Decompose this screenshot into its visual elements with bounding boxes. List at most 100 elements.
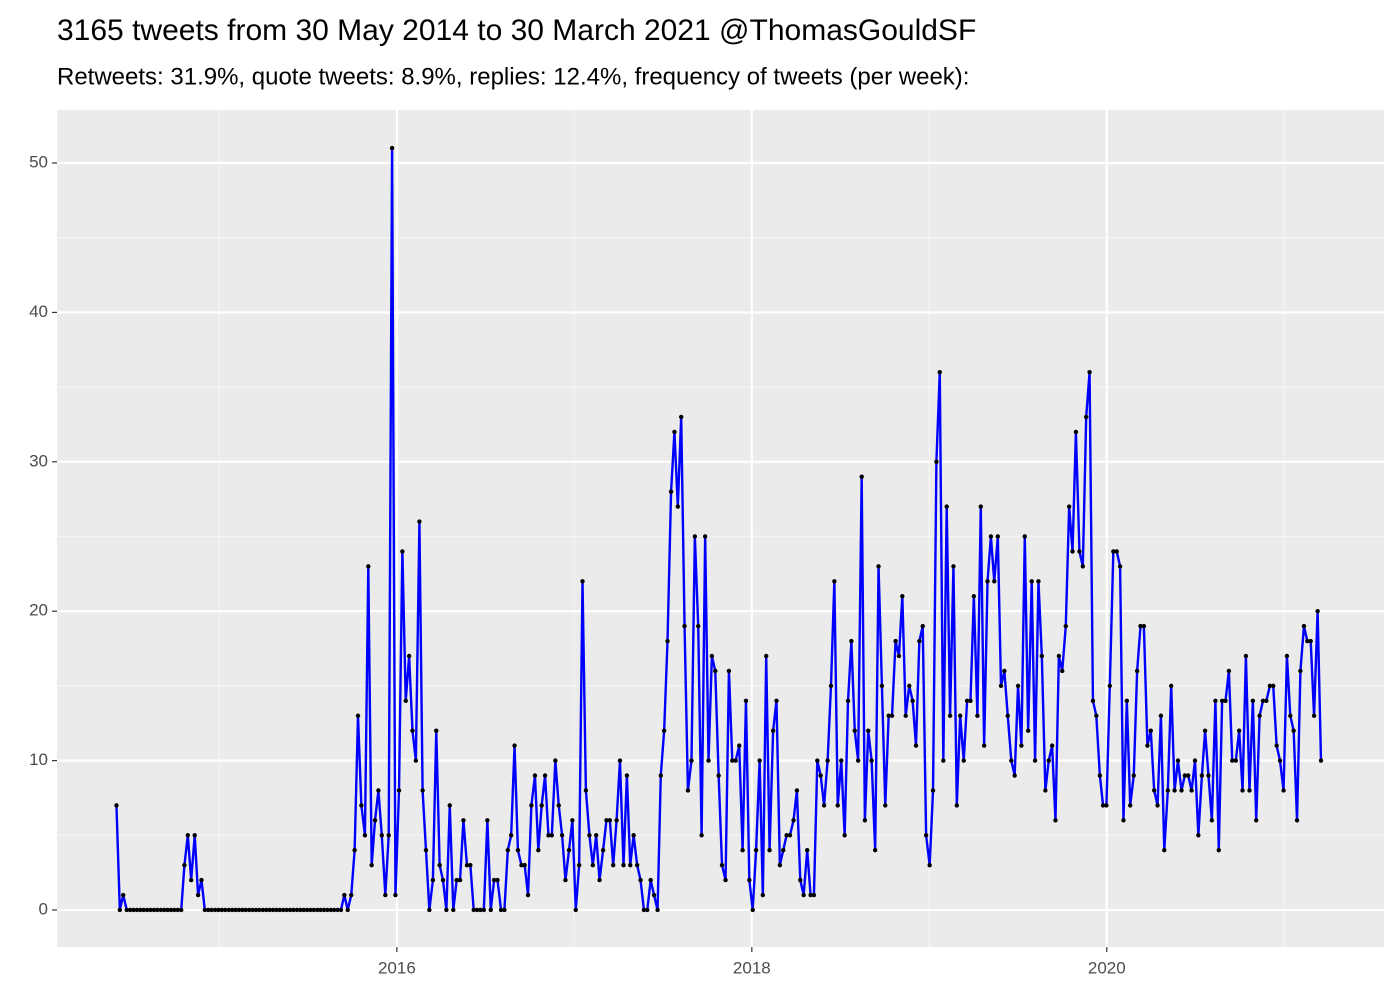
point xyxy=(648,877,653,883)
point xyxy=(849,638,854,644)
point xyxy=(808,892,813,898)
point xyxy=(750,907,755,913)
point xyxy=(1094,713,1099,718)
point xyxy=(559,833,565,838)
point xyxy=(947,713,953,718)
point xyxy=(274,907,279,913)
point xyxy=(740,847,745,853)
point xyxy=(332,907,337,913)
point xyxy=(1066,504,1072,509)
point xyxy=(981,743,987,748)
point xyxy=(1165,788,1171,793)
point xyxy=(175,907,180,913)
point xyxy=(1288,713,1293,718)
point xyxy=(216,907,221,913)
y-tick-label: 0 xyxy=(39,899,48,918)
point xyxy=(182,862,187,868)
point xyxy=(434,728,439,733)
point xyxy=(525,892,531,898)
point xyxy=(495,877,500,883)
point xyxy=(886,713,891,718)
point xyxy=(1315,608,1320,614)
point xyxy=(723,877,728,883)
point xyxy=(774,698,779,704)
point xyxy=(845,698,851,704)
point xyxy=(801,892,806,898)
point xyxy=(1209,818,1215,823)
point xyxy=(1100,803,1106,808)
point xyxy=(151,907,157,913)
point xyxy=(1134,668,1140,674)
point xyxy=(134,907,140,913)
point xyxy=(737,743,742,748)
point xyxy=(964,698,970,704)
point xyxy=(1308,638,1313,644)
point xyxy=(815,758,820,763)
point xyxy=(825,758,830,763)
point xyxy=(852,728,857,733)
point xyxy=(900,594,905,599)
point xyxy=(604,818,609,823)
point xyxy=(366,564,371,569)
point xyxy=(144,907,150,913)
point xyxy=(383,892,388,898)
point xyxy=(311,907,317,913)
point xyxy=(304,907,310,913)
point xyxy=(893,638,898,644)
point xyxy=(1267,683,1273,689)
point xyxy=(362,833,368,838)
point xyxy=(1056,653,1062,659)
point xyxy=(148,907,153,913)
point xyxy=(631,833,636,838)
point xyxy=(889,713,895,718)
point xyxy=(611,862,616,868)
point xyxy=(308,907,313,913)
point xyxy=(243,907,248,913)
point xyxy=(1264,698,1269,704)
point xyxy=(903,713,908,718)
point xyxy=(689,758,694,763)
point xyxy=(437,862,442,868)
point xyxy=(879,683,885,689)
point xyxy=(1073,429,1079,435)
point xyxy=(617,758,623,763)
point xyxy=(267,907,272,913)
point xyxy=(1077,549,1082,554)
point xyxy=(403,698,408,704)
point xyxy=(685,788,691,793)
point xyxy=(1114,549,1119,554)
point xyxy=(1226,668,1232,674)
point xyxy=(869,758,874,763)
point xyxy=(240,907,245,913)
point xyxy=(195,892,201,898)
point xyxy=(1019,743,1024,748)
point xyxy=(1158,713,1164,718)
point xyxy=(985,579,990,584)
point xyxy=(1111,549,1116,554)
point xyxy=(1029,579,1034,584)
point xyxy=(1025,728,1031,733)
point xyxy=(672,429,677,435)
point xyxy=(335,907,340,913)
point xyxy=(600,847,606,853)
point xyxy=(114,803,119,808)
point xyxy=(1240,788,1245,793)
point xyxy=(842,833,847,838)
point xyxy=(413,758,419,763)
point xyxy=(1216,847,1221,853)
point xyxy=(1087,369,1092,375)
point xyxy=(747,877,752,883)
point xyxy=(270,907,276,913)
point xyxy=(1274,743,1279,748)
point xyxy=(342,892,347,898)
point xyxy=(791,818,796,823)
point xyxy=(1083,414,1089,420)
x-tick-label: 2020 xyxy=(1088,958,1126,977)
point xyxy=(389,145,395,151)
point xyxy=(454,877,459,883)
point xyxy=(287,907,293,913)
point xyxy=(675,504,681,509)
point xyxy=(440,877,446,883)
point xyxy=(491,877,497,883)
point xyxy=(209,907,214,913)
